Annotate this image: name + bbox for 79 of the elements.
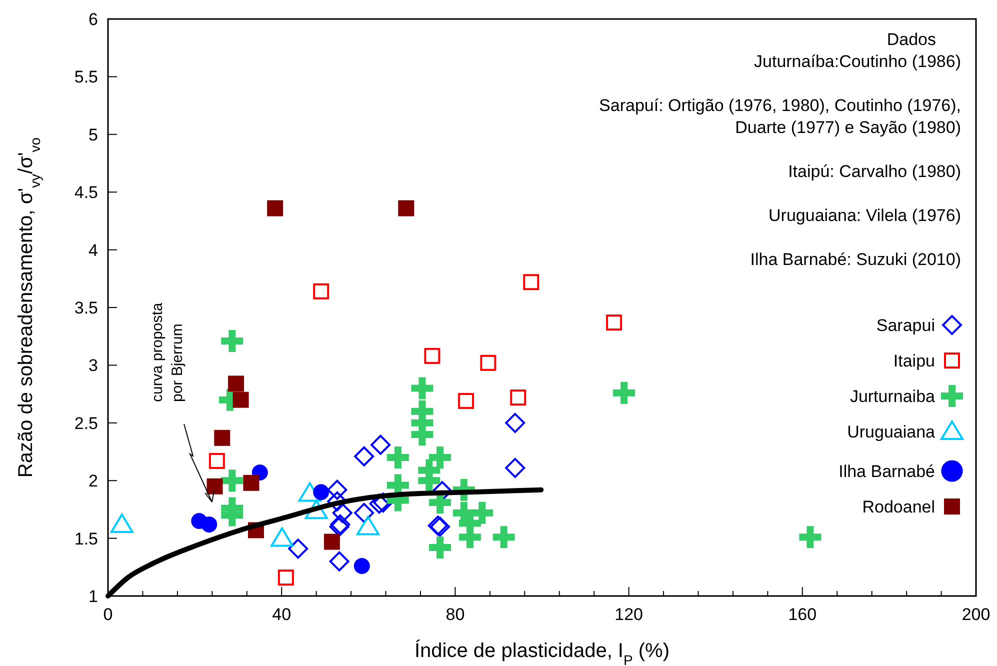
point: [206, 478, 223, 494]
point: [354, 502, 374, 523]
point: [505, 458, 526, 478]
point: [370, 434, 391, 455]
point: [505, 412, 526, 433]
point: [304, 500, 328, 520]
x-tick-label: 80: [446, 605, 465, 624]
annotation: Sarapuí: Ortigão (1976, 1980), Coutinho (1976), Duarte (1977) e Sayão (1980): [599, 96, 961, 137]
legend-label: Uruguaiana: [847, 422, 936, 442]
point: [424, 348, 440, 364]
point: [214, 430, 230, 446]
y-tick-label: 2: [88, 472, 98, 491]
point: [492, 526, 515, 548]
point: [221, 470, 244, 492]
point: [799, 526, 822, 548]
point: [270, 527, 294, 547]
y-tick-label: 5: [88, 125, 98, 144]
point: [324, 534, 340, 550]
point: [332, 502, 352, 523]
point: [243, 474, 260, 491]
point: [458, 526, 481, 548]
point: [398, 200, 414, 216]
point: [327, 480, 348, 500]
point: [221, 504, 244, 526]
point: [411, 377, 434, 400]
point: [221, 330, 244, 352]
point: [354, 558, 370, 574]
point: [429, 536, 452, 559]
x-tick-label: 160: [788, 605, 817, 624]
annotation: Itaipú: Carvalho (1980): [788, 162, 961, 181]
point: [480, 354, 496, 371]
legend-label: Sarapui: [876, 316, 935, 335]
point: [288, 538, 308, 559]
point: [327, 491, 348, 512]
point: [208, 452, 225, 469]
y-tick-label: 5.5: [74, 68, 98, 87]
point: [356, 516, 380, 536]
y-tick-label: 3: [88, 356, 98, 376]
point: [458, 392, 474, 409]
annotation: Juturnaíba:Coutinho (1986): [754, 52, 961, 71]
legend-label: Jurturnaiba: [850, 387, 936, 406]
y-tick-label: 1: [88, 587, 98, 606]
legend-label: Ilha Barnabé: [838, 462, 935, 481]
point: [313, 283, 330, 300]
annotation: curva proposta por Bjerrum: [149, 302, 186, 402]
point: [386, 446, 409, 469]
legend-label: Itaipu: [893, 352, 935, 370]
y-tick-label: 1.5: [74, 529, 98, 548]
y-tick-label: 4: [88, 240, 98, 260]
y-tick-label: 3.5: [74, 298, 98, 318]
point: [110, 513, 134, 533]
point: [313, 484, 330, 500]
point: [228, 376, 244, 392]
point: [606, 314, 622, 330]
point: [278, 570, 294, 586]
point: [471, 502, 494, 524]
x-tick-label: 200: [962, 605, 990, 624]
point: [267, 200, 284, 216]
y-tick-label: 4.5: [74, 183, 98, 202]
x-tick-label: 0: [103, 605, 113, 624]
y-tick-label: 2.5: [74, 414, 98, 433]
point: [329, 551, 350, 572]
point: [613, 382, 636, 404]
x-axis-title: Índice de plasticidade, I$_{P}$ (%): [414, 639, 670, 666]
point: [298, 482, 322, 502]
x-tick-label: 120: [614, 605, 643, 624]
x-tick-label: 40: [272, 605, 292, 624]
point: [369, 494, 390, 514]
point: [201, 516, 218, 532]
point: [232, 392, 249, 408]
point: [523, 274, 540, 290]
y-tick-label: 6: [88, 10, 98, 29]
point: [429, 446, 452, 469]
annotation: Uruguaiana: Vilela (1976): [768, 206, 961, 225]
annotation: Dados: [886, 30, 936, 49]
legend-label: Rodoanel: [862, 498, 935, 516]
point: [510, 390, 526, 406]
point: [354, 446, 374, 466]
annotation: Ilha Barnabé: Suzuki (2010): [750, 250, 961, 269]
